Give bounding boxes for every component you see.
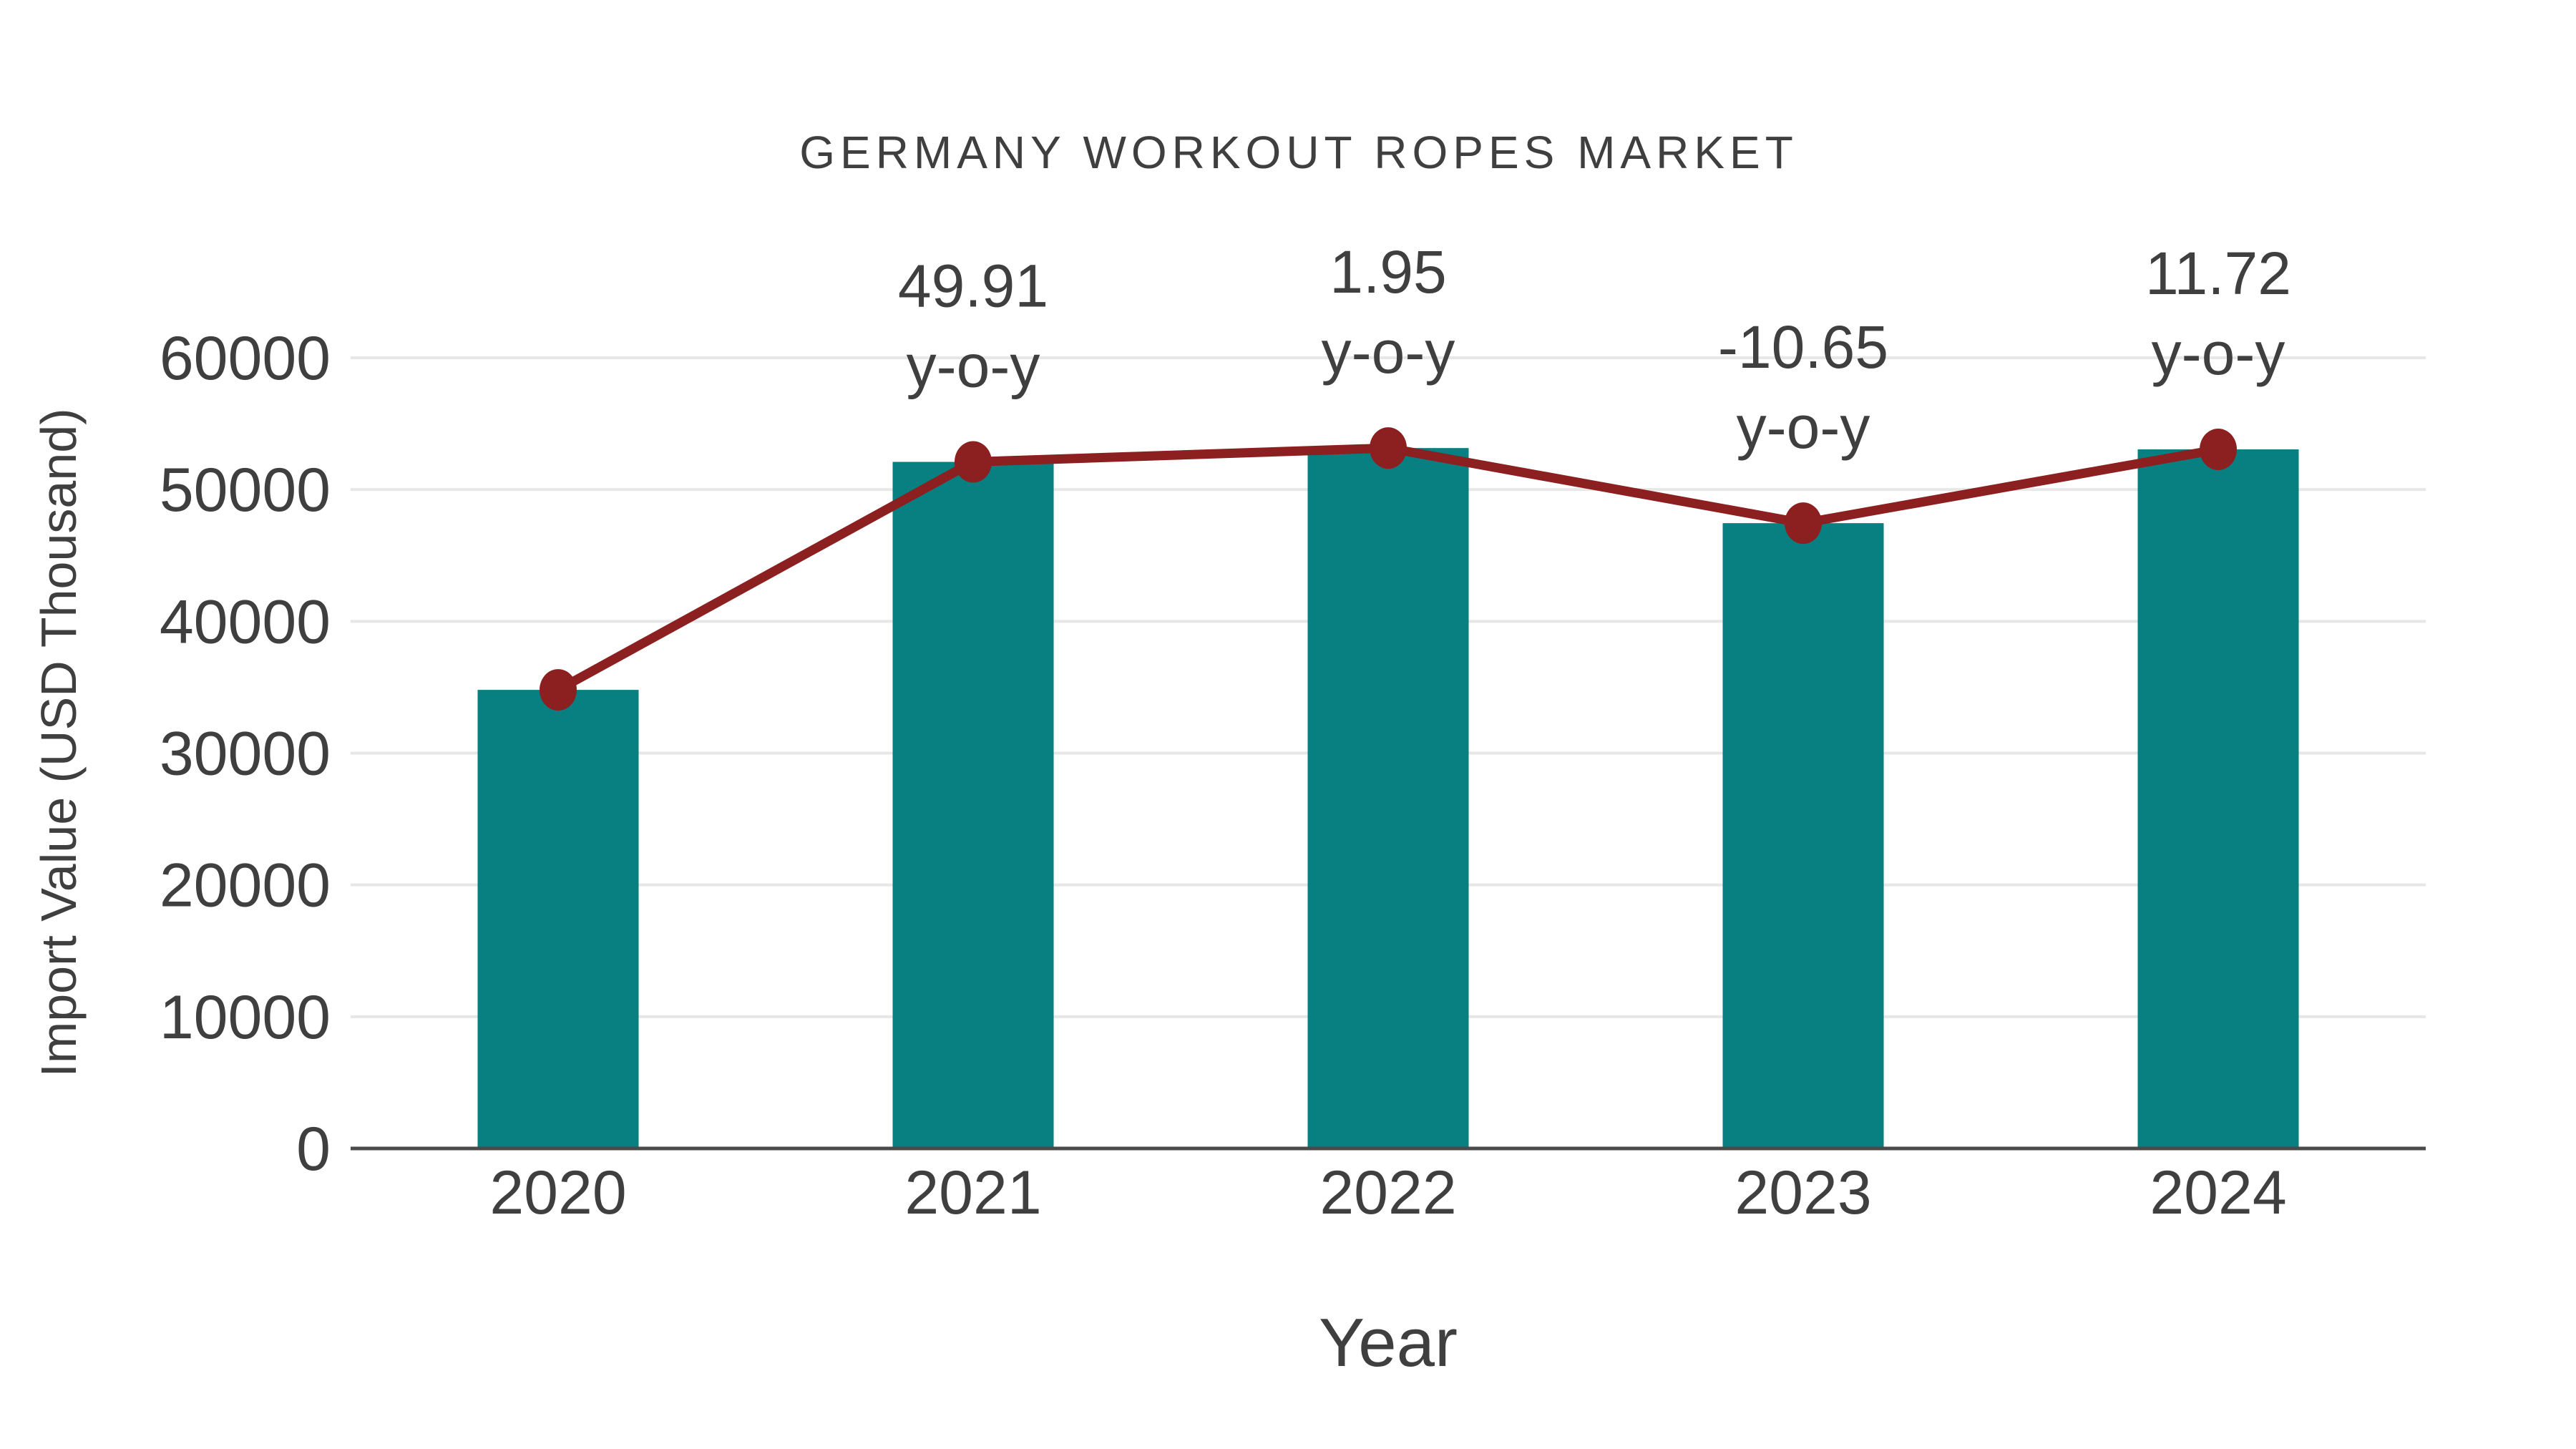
yoy-value-2021: 49.91 — [898, 252, 1048, 319]
y-tick-label-0: 0 — [296, 1115, 331, 1184]
data-point-marker-2020 — [540, 669, 577, 711]
x-tick-label-2023: 2023 — [1735, 1158, 1871, 1227]
x-tick-label-2020: 2020 — [489, 1158, 626, 1227]
x-tick-label-2022: 2022 — [1319, 1158, 1456, 1227]
yoy-annotations-group: 49.91 y-o-y 1.95 y-o-y -10.65 y-o-y 11.72 y-o-y — [898, 238, 2291, 461]
x-tick-labels-group: 2020 2021 2022 2023 2024 — [489, 1158, 2286, 1227]
x-tick-label-2024: 2024 — [2150, 1158, 2286, 1227]
y-tick-label-50000: 50000 — [160, 456, 331, 525]
bar-2020 — [477, 690, 639, 1148]
y-tick-label-30000: 30000 — [160, 720, 331, 789]
bar-2021 — [892, 462, 1054, 1148]
y-tick-label-10000: 10000 — [160, 983, 331, 1052]
data-point-marker-2022 — [1370, 427, 1407, 469]
yoy-suffix-2023: y-o-y — [1737, 394, 1870, 461]
yoy-suffix-2024: y-o-y — [2152, 320, 2285, 387]
x-tick-label-2021: 2021 — [904, 1158, 1041, 1227]
bar-2023 — [1722, 523, 1884, 1148]
yoy-suffix-2021: y-o-y — [907, 332, 1040, 399]
chart-title: GERMANY WORKOUT ROPES MARKET — [799, 127, 1798, 178]
x-axis-title: Year — [1319, 1304, 1458, 1381]
bar-2022 — [1307, 448, 1469, 1148]
y-tick-label-60000: 60000 — [160, 324, 331, 393]
yoy-value-2024: 11.72 — [2145, 240, 2291, 307]
data-point-marker-2024 — [2200, 428, 2237, 470]
y-tick-label-20000: 20000 — [160, 852, 331, 920]
y-tick-label-40000: 40000 — [160, 587, 331, 656]
y-tick-labels-group: 0 10000 20000 30000 40000 50000 60000 — [160, 324, 331, 1184]
y-axis-title: Import Value (USD Thousand) — [31, 408, 87, 1077]
trend-line-group — [540, 427, 2237, 711]
bar-2024 — [2137, 449, 2299, 1148]
data-point-marker-2021 — [955, 441, 992, 483]
bars-group — [477, 448, 2299, 1148]
yoy-value-2023: -10.65 — [1718, 313, 1888, 381]
yoy-value-2022: 1.95 — [1330, 238, 1447, 306]
data-point-marker-2023 — [1785, 502, 1822, 545]
yoy-suffix-2022: y-o-y — [1322, 318, 1455, 386]
